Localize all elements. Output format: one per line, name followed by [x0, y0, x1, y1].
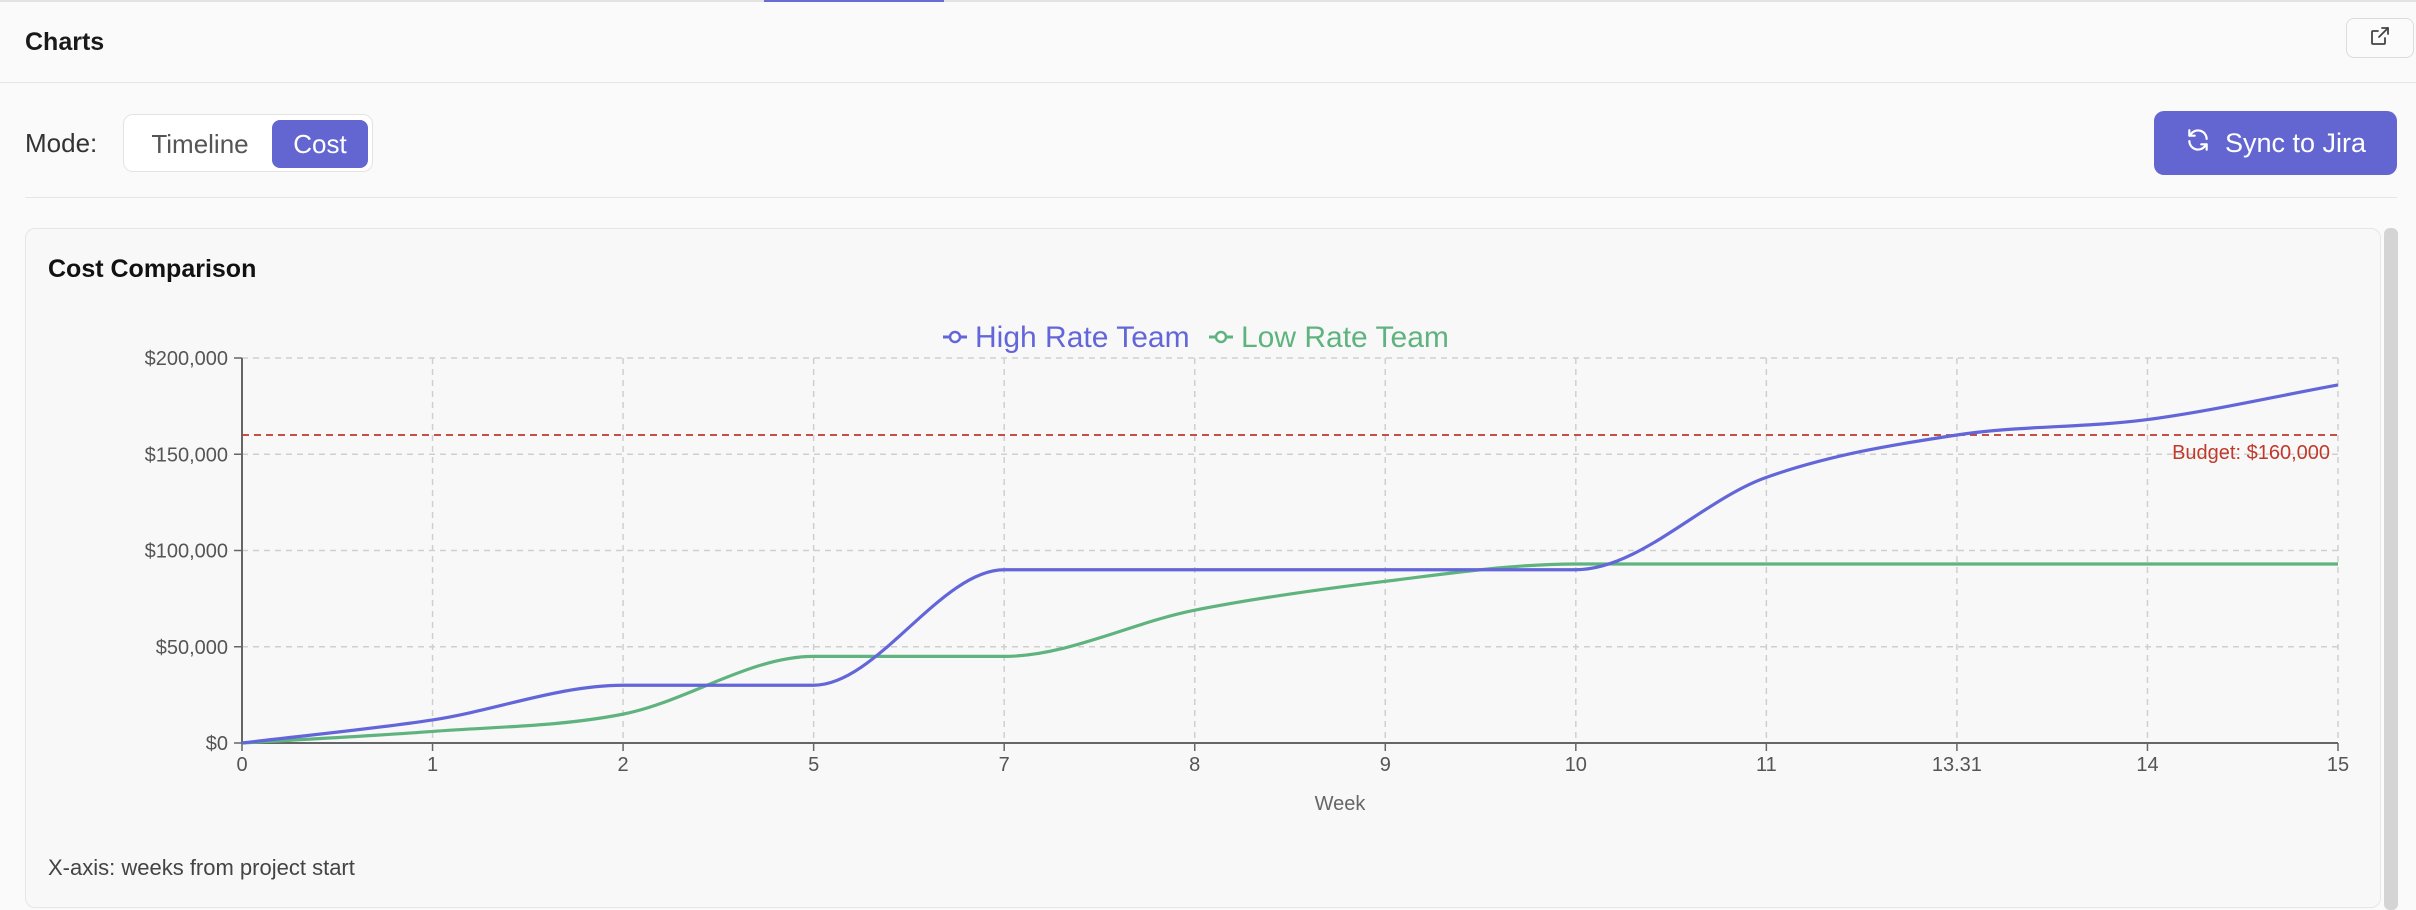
- sync-to-jira-button[interactable]: Sync to Jira: [2154, 111, 2397, 175]
- mode-label: Mode:: [25, 128, 98, 158]
- mode-toggle: Timeline Cost: [123, 114, 373, 172]
- scrollbar[interactable]: [2384, 228, 2398, 910]
- active-tab-indicator: [764, 0, 944, 3]
- card-title: Cost Comparison: [48, 255, 257, 283]
- external-link-icon: [2369, 25, 2391, 52]
- sync-label: Sync to Jira: [2224, 127, 2367, 158]
- mode-timeline-button[interactable]: Timeline: [151, 128, 249, 159]
- panel-title: Charts: [25, 28, 105, 56]
- panel-header: Charts: [0, 2, 2416, 83]
- top-border: [0, 0, 2416, 2]
- chart-footnote: X-axis: weeks from project start: [48, 855, 355, 880]
- mode-cost-button[interactable]: Cost: [272, 120, 368, 168]
- open-external-button[interactable]: [2346, 18, 2414, 58]
- refresh-icon: [2185, 127, 2211, 160]
- chart-card: Cost Comparison X-axis: weeks from proje…: [25, 228, 2381, 908]
- divider: [25, 197, 2397, 198]
